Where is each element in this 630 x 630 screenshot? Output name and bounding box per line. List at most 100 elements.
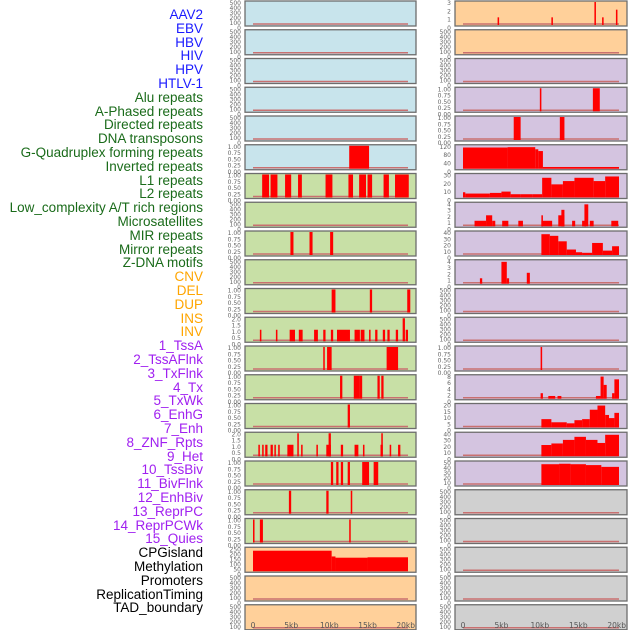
y-tick-label: 3 [447, 208, 451, 215]
y-tick-label: 0.25 [438, 364, 452, 371]
y-tick-label: 0 [237, 25, 241, 32]
y-tick-label: 40 [443, 465, 451, 472]
y-tick-label: 0 [447, 514, 451, 521]
y-tick-label: 300 [440, 39, 452, 46]
panel-left-14 [244, 402, 417, 430]
data-bar [325, 174, 333, 198]
y-tick-label: 500 [440, 58, 452, 65]
y-tick-label: 5 [447, 421, 451, 428]
data-bar [612, 246, 619, 255]
y-tick-label: 200 [440, 561, 452, 568]
data-bar [262, 174, 270, 198]
y-tick-label: 200 [440, 73, 452, 80]
y-tick-label: 4 [447, 201, 451, 208]
data-bar [395, 174, 409, 198]
data-bar [367, 557, 408, 572]
data-bar [584, 204, 589, 227]
y-tick-label: 30 [443, 470, 451, 477]
y-tick-label: 100 [230, 561, 242, 568]
x-tick-label: 10kb [531, 621, 550, 630]
y-tick-label: 300 [230, 39, 242, 46]
y-tick-label: 200 [230, 590, 242, 597]
y-tick-label: 1.00 [228, 518, 242, 525]
y-tick-label: 1.00 [228, 345, 242, 352]
track-label: HTLV-1 [158, 76, 203, 91]
y-tick-label: 0.25 [228, 421, 242, 428]
y-tick-label: 0 [447, 226, 451, 233]
data-bar [541, 419, 552, 428]
data-bar [330, 329, 334, 342]
y-tick-label: 0.50 [228, 156, 242, 163]
y-tick-label: 0.75 [438, 351, 452, 358]
panel-left-10 [244, 287, 417, 315]
y-tick-label: 0.50 [438, 128, 452, 135]
data-bar [540, 347, 543, 370]
y-tick-label: 1.00 [438, 115, 452, 122]
y-tick-label: 1 [447, 278, 451, 285]
y-tick-label: 500 [440, 604, 452, 611]
y-tick-label: 0 [447, 198, 451, 205]
data-bar [614, 379, 619, 399]
y-tick-label: 10 [443, 480, 451, 487]
track-label: Methylation [133, 559, 203, 574]
y-tick-label: 0 [447, 284, 451, 291]
y-tick-label: 400 [230, 5, 242, 12]
y-tick-label: 200 [230, 551, 242, 558]
data-bar [520, 194, 533, 198]
track-label: TAD_boundary [113, 600, 203, 616]
data-bar [489, 192, 502, 198]
y-tick-label: 20 [443, 403, 451, 410]
track-label: A-Phased repeats [94, 103, 203, 119]
data-bar [582, 252, 593, 255]
data-bar [301, 444, 303, 457]
data-bar [507, 147, 536, 169]
data-bar [601, 466, 619, 485]
y-tick-label: 0.0 [231, 341, 241, 348]
y-tick-label: 500 [230, 575, 242, 582]
data-bar [359, 375, 363, 399]
y-tick-label: 500 [230, 58, 242, 65]
track-label: 2_TssAFlnk [133, 352, 203, 367]
y-tick-label: 40 [443, 431, 451, 438]
y-tick-label: 500 [440, 29, 452, 36]
data-bar [558, 241, 567, 255]
y-tick-label: 0 [237, 571, 241, 578]
data-bar [398, 444, 401, 457]
data-bar [594, 2, 596, 25]
y-tick-label: 0.00 [228, 399, 242, 406]
y-tick-label: 500 [440, 316, 452, 323]
y-tick-label: 0 [447, 341, 451, 348]
data-bar [603, 384, 607, 399]
data-bar [535, 149, 539, 169]
data-bar [551, 184, 563, 198]
data-bar [551, 422, 567, 428]
y-tick-label: 200 [230, 216, 242, 223]
x-tick-label: 5kb [284, 621, 298, 630]
y-tick-label: 100 [440, 509, 452, 516]
y-tick-label: 0.00 [228, 169, 242, 176]
data-bar [340, 462, 344, 485]
y-tick-label: 0 [447, 54, 451, 61]
data-bar [369, 289, 373, 313]
data-bar [612, 393, 615, 399]
data-bar [570, 464, 586, 485]
data-bar [290, 232, 294, 255]
track-label: 8_ZNF_Rpts [126, 434, 203, 450]
y-tick-label: 100 [440, 49, 452, 56]
y-tick-label: 200 [440, 44, 452, 51]
data-bar [605, 176, 619, 198]
data-bar [259, 519, 263, 543]
y-tick-label: 300 [230, 269, 242, 276]
data-bar [532, 194, 543, 198]
panel-left-11 [244, 316, 417, 343]
y-tick-label: 1.00 [228, 489, 242, 496]
y-tick-label: 100 [230, 135, 242, 142]
y-tick-label: 500 [440, 489, 452, 496]
data-bar [541, 234, 550, 255]
y-tick-label: 400 [440, 63, 452, 70]
data-bar [574, 420, 583, 428]
y-tick-label: 0 [237, 111, 241, 118]
data-bar [574, 177, 594, 198]
y-tick-label: 0.25 [228, 479, 242, 486]
